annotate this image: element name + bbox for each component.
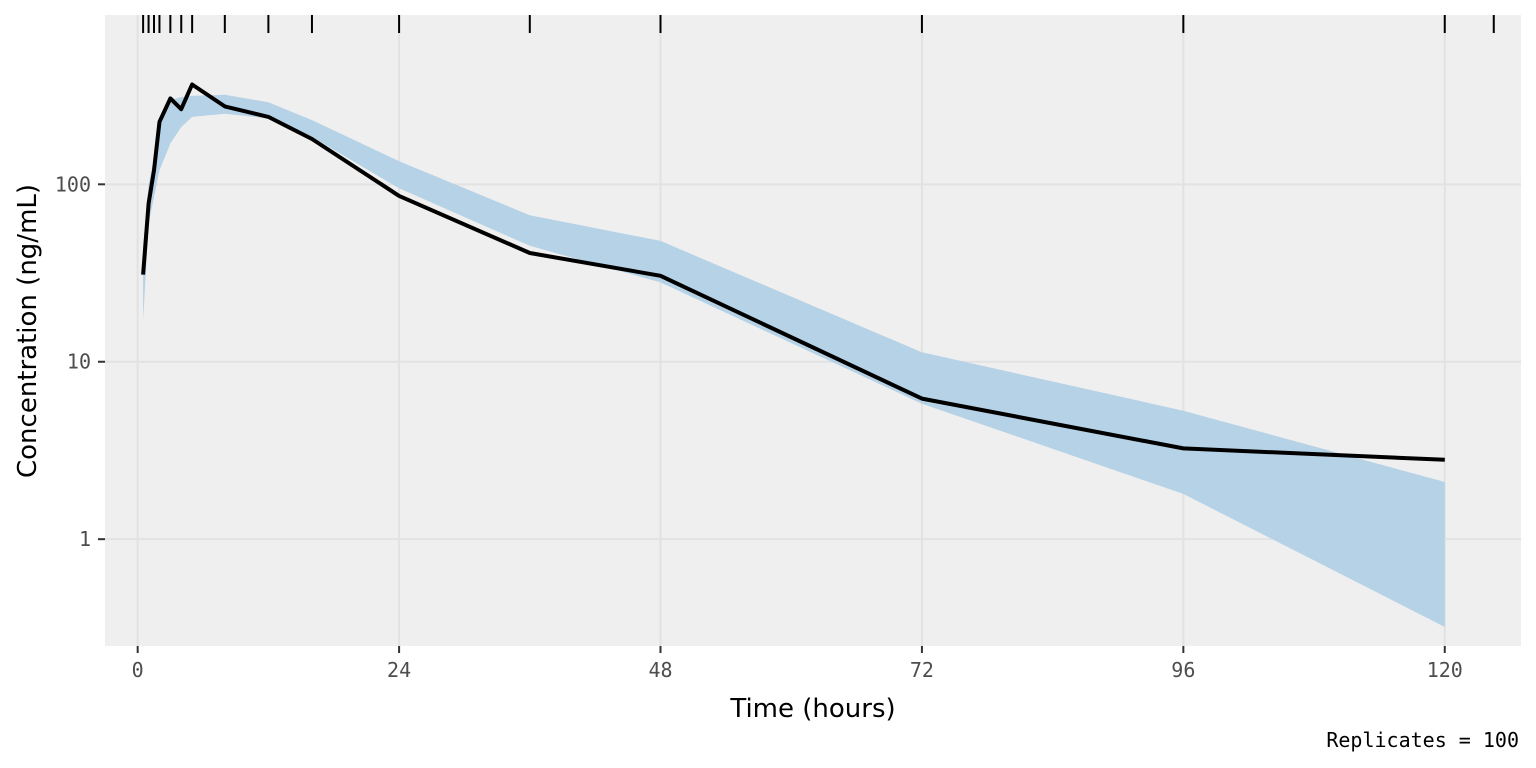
- y-tick-label-10: 10: [67, 350, 91, 374]
- x-tick-label-48: 48: [648, 658, 672, 682]
- y-axis: 1 10 100: [55, 172, 105, 551]
- x-tick-label-24: 24: [387, 658, 411, 682]
- y-axis-title: Concentration (ng/mL): [13, 184, 43, 478]
- observed-median-line: [141, 82, 1445, 462]
- replicates-caption: Replicates = 100: [1326, 728, 1519, 752]
- x-tick-label-72: 72: [910, 658, 934, 682]
- x-tick-label-120: 120: [1427, 658, 1463, 682]
- x-axis-title: Time (hours): [729, 694, 895, 724]
- y-tick-label-100: 100: [55, 172, 91, 196]
- x-axis: 0 24 48 72 96 120: [132, 646, 1463, 682]
- x-tick-label-96: 96: [1171, 658, 1195, 682]
- observation-time-rug: [142, 15, 1495, 33]
- x-tick-label-0: 0: [132, 658, 144, 682]
- y-tick-label-1: 1: [79, 527, 91, 551]
